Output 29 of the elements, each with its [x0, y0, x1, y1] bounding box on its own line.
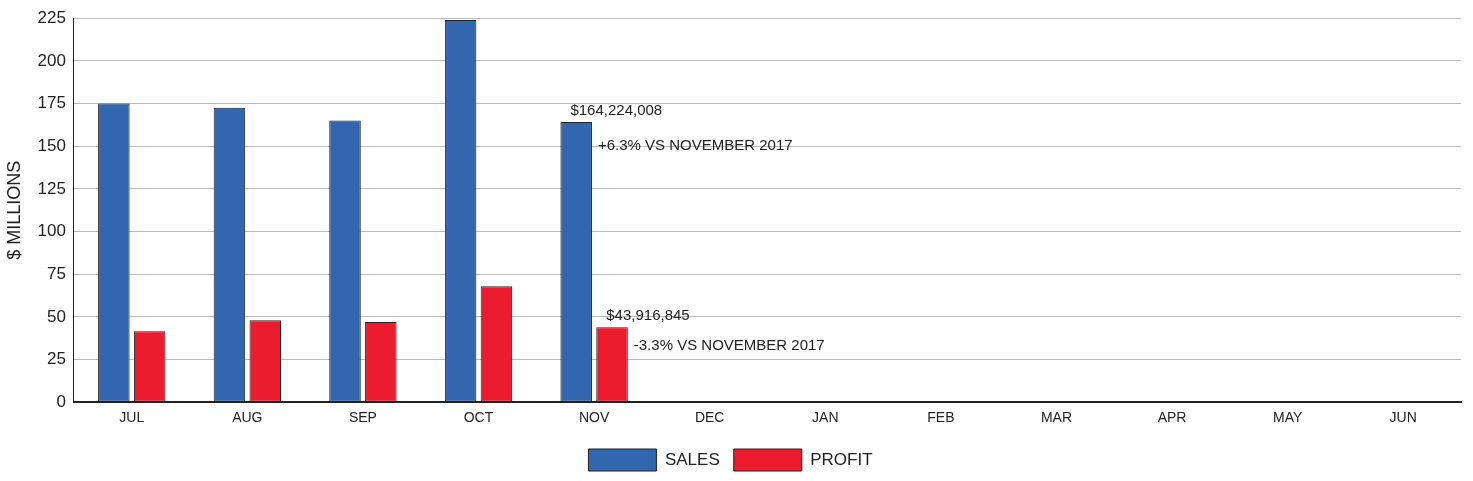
x-tick-label: JUL	[119, 409, 145, 426]
x-tick-label: JUN	[1389, 409, 1417, 426]
legend-label: PROFIT	[810, 449, 873, 469]
y-tick-label: 200	[37, 50, 66, 70]
x-tick-label: OCT	[463, 409, 494, 426]
y-tick-label: 100	[37, 221, 66, 241]
annotation: $164,224,008	[570, 100, 663, 118]
y-tick-label: 150	[37, 135, 66, 155]
x-tick-label: AUG	[232, 409, 263, 426]
x-tick-label: SEP	[348, 409, 377, 426]
y-tick-label: 75	[47, 263, 66, 283]
y-tick-label: 0	[56, 391, 66, 411]
annotation: -3.3% VS NOVEMBER 2017	[633, 336, 825, 354]
x-tick-label: FEB	[927, 409, 955, 426]
y-tick-label: 50	[47, 306, 66, 326]
x-tick-label: DEC	[694, 409, 725, 426]
x-tick-label: APR	[1157, 409, 1187, 426]
x-tick-label: MAR	[1040, 409, 1073, 426]
x-tick-label: JAN	[812, 409, 839, 426]
x-tick-label: NOV	[578, 409, 610, 426]
x-tick-label: MAY	[1272, 409, 1303, 426]
annotation: +6.3% VS NOVEMBER 2017	[597, 136, 793, 154]
y-tick-label: 225	[37, 7, 66, 27]
annotation: $43,916,845	[606, 305, 690, 323]
y-tick-label: 175	[37, 93, 66, 113]
legend-label: SALES	[664, 449, 720, 469]
y-axis-title: $ MILLIONS	[3, 160, 24, 260]
y-tick-label: 25	[47, 349, 66, 369]
y-tick-label: 125	[37, 178, 66, 198]
